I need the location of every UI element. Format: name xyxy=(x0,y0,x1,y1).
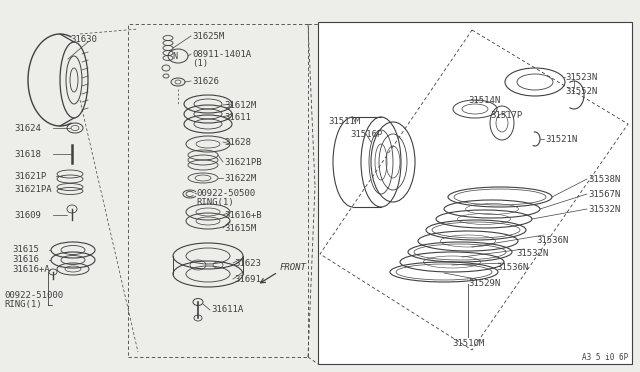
Text: 31622M: 31622M xyxy=(224,173,256,183)
Text: (1): (1) xyxy=(192,58,208,67)
Bar xyxy=(128,24,308,357)
Text: 31523N: 31523N xyxy=(565,73,597,81)
Text: 31628: 31628 xyxy=(224,138,251,147)
Text: 00922-50500: 00922-50500 xyxy=(196,189,255,198)
Text: 31532N: 31532N xyxy=(588,205,620,214)
Text: 08911-1401A: 08911-1401A xyxy=(192,49,251,58)
Text: 31511M: 31511M xyxy=(328,116,360,125)
Text: 31615: 31615 xyxy=(12,246,39,254)
Text: 31609: 31609 xyxy=(14,211,41,219)
Text: 31612M: 31612M xyxy=(224,100,256,109)
Text: 31621PB: 31621PB xyxy=(224,157,262,167)
Text: 31618: 31618 xyxy=(14,150,41,158)
Text: 31616: 31616 xyxy=(12,256,39,264)
Text: 31538N: 31538N xyxy=(588,174,620,183)
Text: 31552N: 31552N xyxy=(565,87,597,96)
Text: FRONT: FRONT xyxy=(280,263,307,273)
Text: 31623: 31623 xyxy=(234,259,261,267)
Text: RING(1): RING(1) xyxy=(4,301,42,310)
Text: 31630: 31630 xyxy=(70,35,97,44)
Text: 31611A: 31611A xyxy=(211,305,243,314)
Text: 31611: 31611 xyxy=(224,112,251,122)
Text: 31621P: 31621P xyxy=(14,171,46,180)
Text: N: N xyxy=(173,51,177,61)
Text: 31624: 31624 xyxy=(14,124,41,132)
Text: 31516P: 31516P xyxy=(350,129,382,138)
Text: A3 5 i0 6P: A3 5 i0 6P xyxy=(582,353,628,362)
Text: 31621PA: 31621PA xyxy=(14,185,52,193)
Text: 31616+A: 31616+A xyxy=(12,266,50,275)
Text: 31521N: 31521N xyxy=(545,135,577,144)
Text: 31536N: 31536N xyxy=(496,263,528,273)
Text: 00922-51000: 00922-51000 xyxy=(4,292,63,301)
Text: 31626: 31626 xyxy=(192,77,219,86)
Text: 31616+B: 31616+B xyxy=(224,211,262,219)
Text: 31517P: 31517P xyxy=(490,110,522,119)
Text: 31691: 31691 xyxy=(234,275,261,283)
Text: 31536N: 31536N xyxy=(536,235,568,244)
Text: 31615M: 31615M xyxy=(224,224,256,232)
Bar xyxy=(318,22,632,364)
Text: 31625M: 31625M xyxy=(192,32,224,41)
Text: 31532N: 31532N xyxy=(516,250,548,259)
Text: 31514N: 31514N xyxy=(468,96,500,105)
Text: 31529N: 31529N xyxy=(468,279,500,289)
Text: 31567N: 31567N xyxy=(588,189,620,199)
Text: RING(1): RING(1) xyxy=(196,198,234,206)
Text: 31510M: 31510M xyxy=(452,340,484,349)
